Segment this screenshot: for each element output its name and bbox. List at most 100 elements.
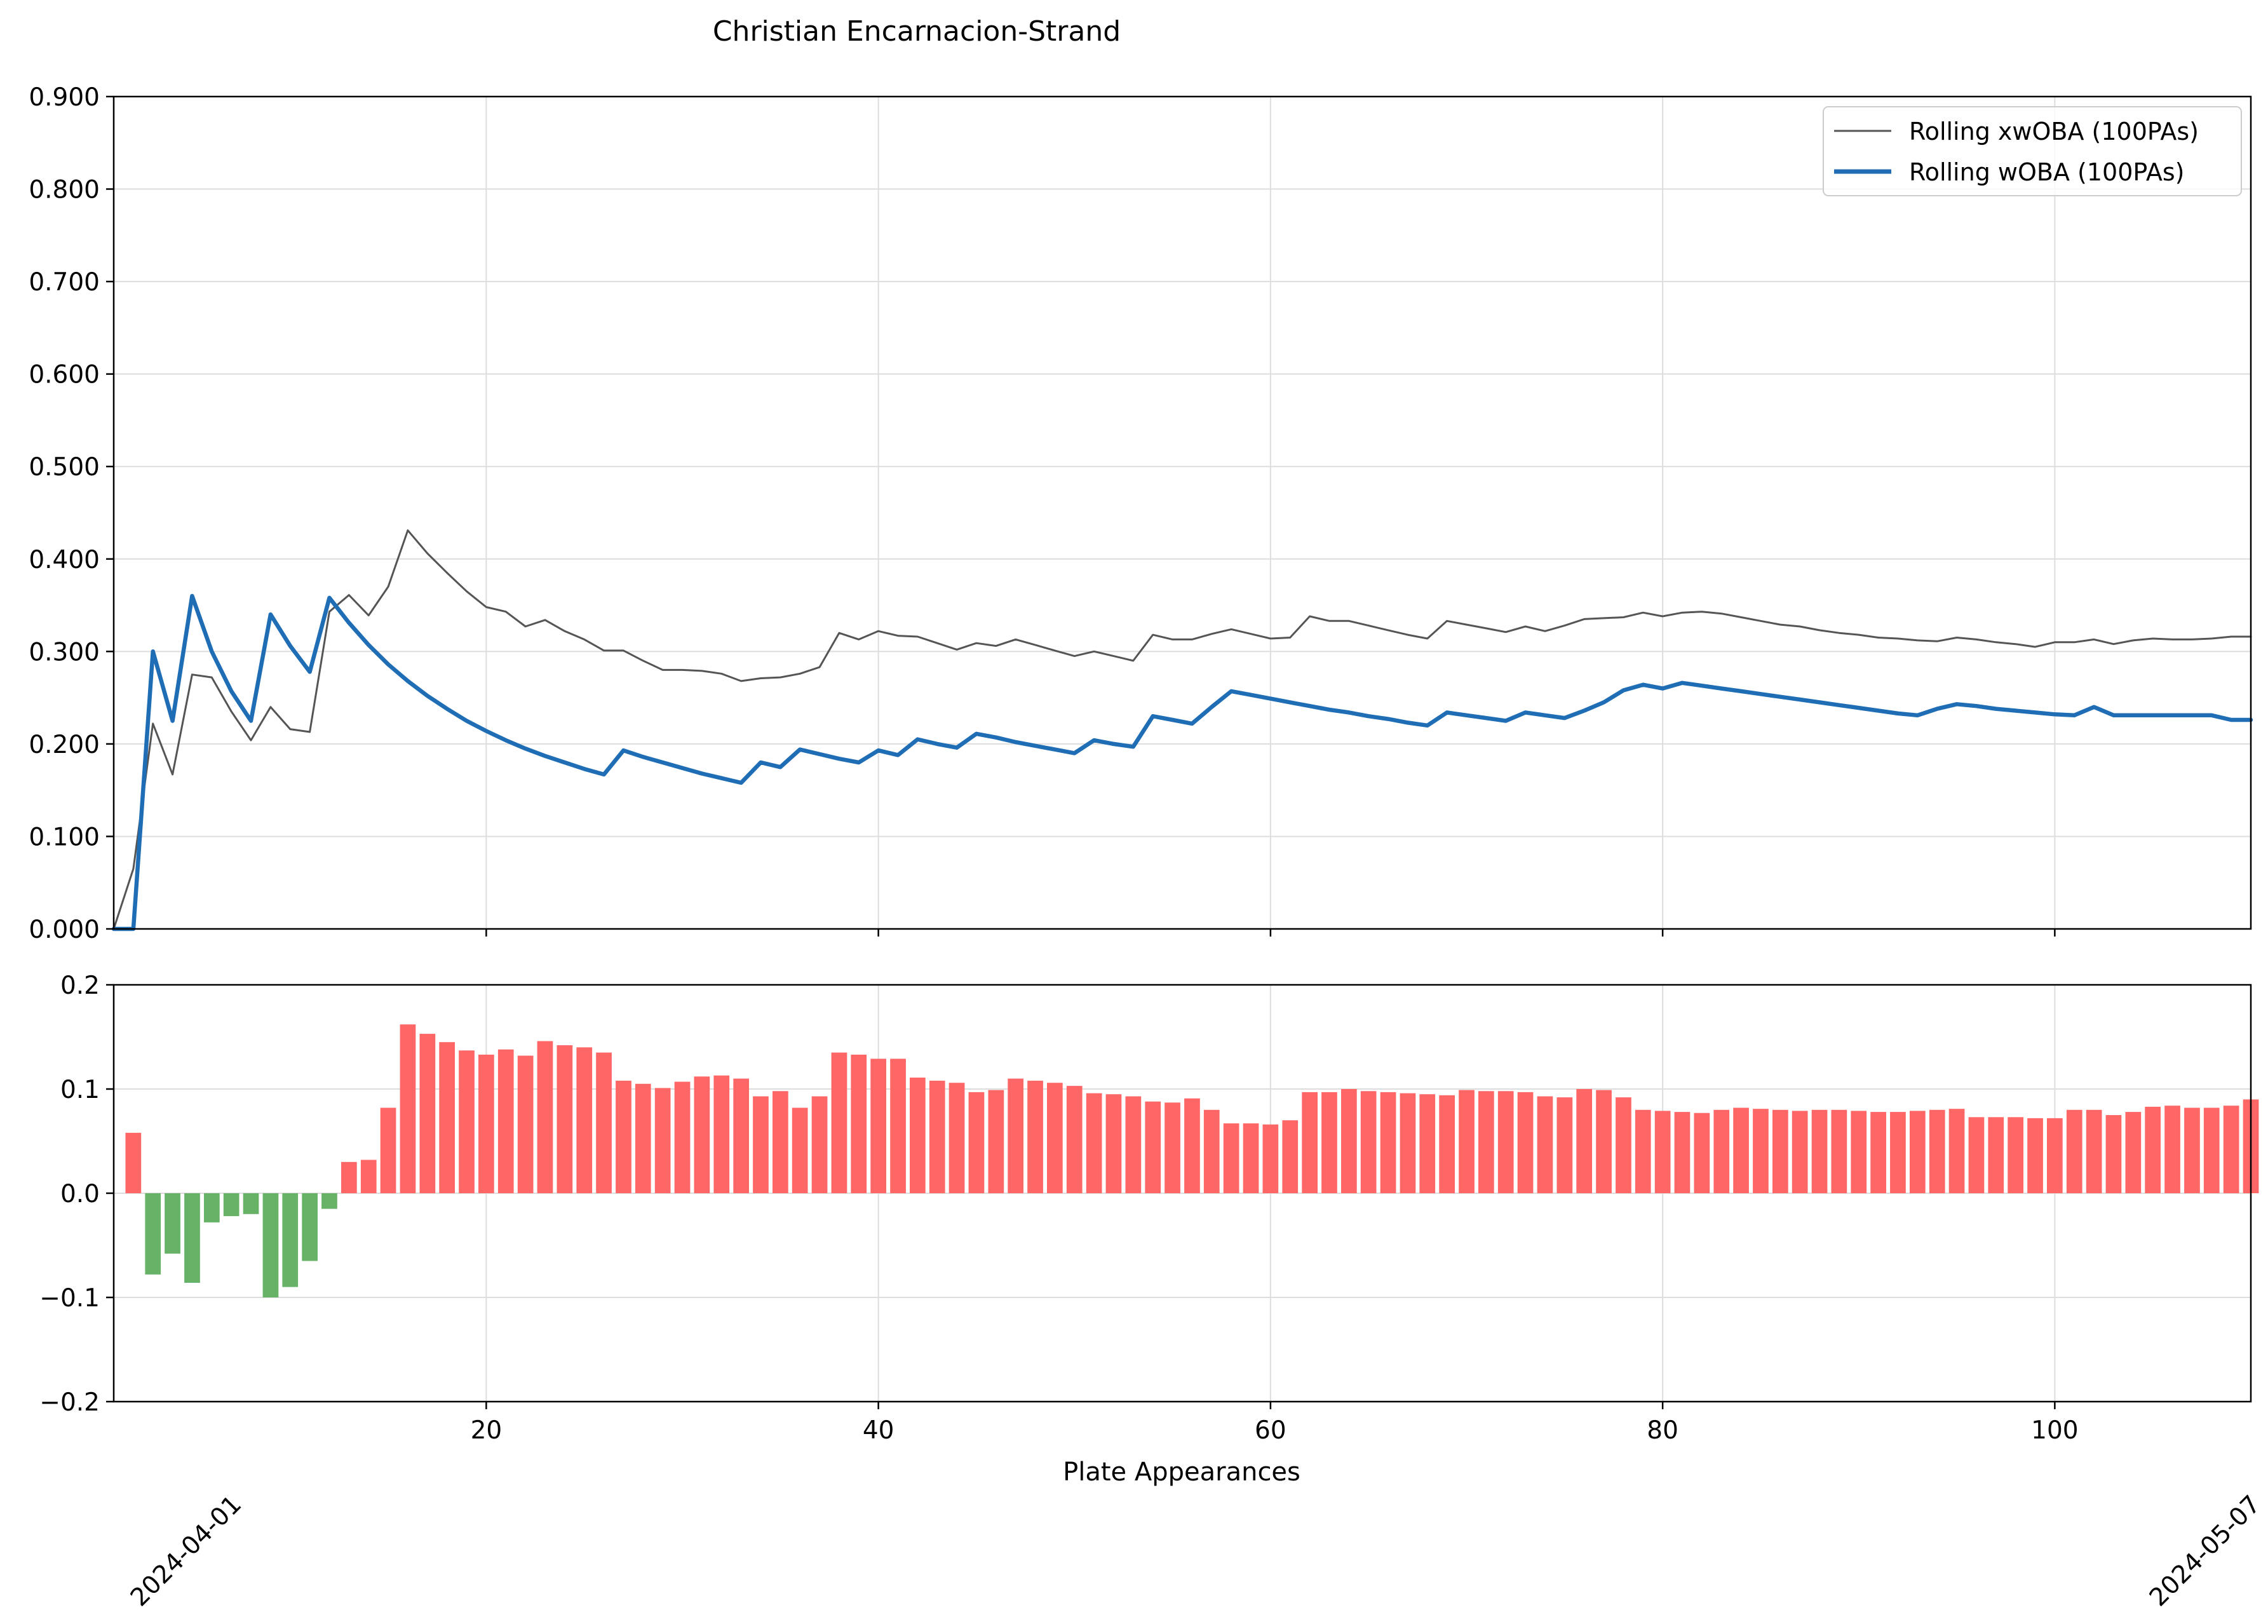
top-ytick-label: 0.400 [29, 546, 100, 574]
bar [1086, 1093, 1102, 1193]
bar [321, 1193, 337, 1209]
bar [1870, 1112, 1886, 1193]
top-ytick-label: 0.300 [29, 638, 100, 667]
bar [380, 1107, 396, 1193]
bottom-y-axis: −0.2 −0.1 0.0 0.1 0.2 [39, 971, 114, 1417]
bar [1047, 1083, 1063, 1193]
bar [1753, 1109, 1769, 1193]
bar [360, 1160, 377, 1193]
bar [557, 1045, 573, 1193]
x-axis-label: Plate Appearances [1063, 1458, 1300, 1487]
bar [459, 1050, 475, 1193]
legend: Rolling xwOBA (100PAs) Rolling wOBA (100… [1823, 106, 2242, 196]
bar [1066, 1086, 1083, 1193]
top-ytick-label: 0.000 [29, 916, 100, 944]
top-ytick-label: 0.600 [29, 361, 100, 389]
bar [2105, 1115, 2122, 1193]
bar [165, 1193, 180, 1254]
bar [2125, 1112, 2142, 1193]
bar [2047, 1118, 2063, 1193]
chart-title: Christian Encarnacion-Strand [713, 15, 1121, 48]
bottom-xtick-label: 100 [2031, 1416, 2078, 1445]
bar [596, 1052, 612, 1193]
series-line-xwoba [112, 529, 2252, 930]
bar [1694, 1113, 1710, 1193]
bar [694, 1076, 710, 1193]
bar [1459, 1090, 1475, 1193]
bar [1616, 1097, 1631, 1193]
bar [1380, 1092, 1396, 1193]
bar [145, 1193, 161, 1275]
bar [1262, 1124, 1279, 1193]
bar [1831, 1109, 1847, 1193]
bar [1439, 1095, 1455, 1193]
top-y-axis: 0.000 0.100 0.200 0.300 0.400 0.500 0.600 0.700… [29, 83, 114, 944]
bar [851, 1054, 867, 1193]
bar [792, 1107, 808, 1193]
bottom-ytick-label: −0.1 [39, 1284, 100, 1313]
bar [1184, 1098, 1200, 1193]
bar [1910, 1111, 1926, 1193]
bar [1811, 1109, 1828, 1193]
bar [1517, 1092, 1534, 1193]
bar [635, 1083, 651, 1193]
top-ytick-label: 0.200 [29, 731, 100, 759]
bar [243, 1193, 259, 1214]
bar [1400, 1093, 1416, 1193]
bar [2164, 1106, 2180, 1193]
bar [948, 1083, 965, 1193]
bar [1027, 1080, 1043, 1193]
bar [1851, 1111, 1867, 1193]
bottom-ytick-label: 0.0 [60, 1180, 100, 1208]
bar [2066, 1109, 2082, 1193]
bar [2223, 1106, 2239, 1193]
bar [204, 1193, 220, 1222]
bottom-xtick-label: 60 [1255, 1416, 1286, 1445]
bar [890, 1059, 906, 1193]
bar [1105, 1094, 1122, 1193]
bar [773, 1091, 788, 1193]
bar [1243, 1123, 1259, 1193]
bar [1223, 1123, 1239, 1193]
bottom-ytick-label: −0.2 [39, 1388, 100, 1417]
bar [674, 1081, 691, 1193]
bar [2184, 1107, 2200, 1193]
bar [282, 1193, 299, 1287]
bar [1772, 1109, 1788, 1193]
legend-label-xwoba: Rolling xwOBA (100PAs) [1909, 118, 2199, 145]
legend-label-woba: Rolling wOBA (100PAs) [1909, 158, 2185, 186]
bar [831, 1052, 847, 1193]
top-x-ticks [485, 929, 2056, 937]
bar [125, 1132, 142, 1193]
bar [1556, 1097, 1573, 1193]
bar [929, 1080, 945, 1193]
bar [1792, 1111, 1808, 1193]
bar [576, 1047, 593, 1193]
bar [1478, 1091, 1494, 1193]
bar [1537, 1096, 1553, 1193]
top-plot-frame [112, 95, 2252, 930]
bottom-ytick-label: 0.2 [60, 971, 100, 1000]
top-ytick-label: 0.800 [29, 176, 100, 205]
bar [1360, 1091, 1377, 1193]
bar [1713, 1109, 1730, 1193]
bar [1733, 1107, 1749, 1193]
bar [1497, 1091, 1514, 1193]
bottom-ytick-label: 0.1 [60, 1076, 100, 1104]
bar [1576, 1089, 1592, 1193]
bar [811, 1096, 828, 1193]
bar [302, 1193, 318, 1261]
bar [616, 1080, 631, 1193]
bar [1890, 1112, 1906, 1193]
bar [713, 1075, 730, 1193]
legend-box [1823, 106, 2242, 196]
bar [1948, 1109, 1965, 1193]
bar [1674, 1112, 1691, 1193]
bar [400, 1024, 416, 1193]
bar [1419, 1094, 1436, 1193]
bar [1164, 1102, 1180, 1193]
bar [478, 1054, 494, 1193]
bar [1008, 1078, 1023, 1193]
bottom-xtick-label: 80 [1647, 1416, 1678, 1445]
